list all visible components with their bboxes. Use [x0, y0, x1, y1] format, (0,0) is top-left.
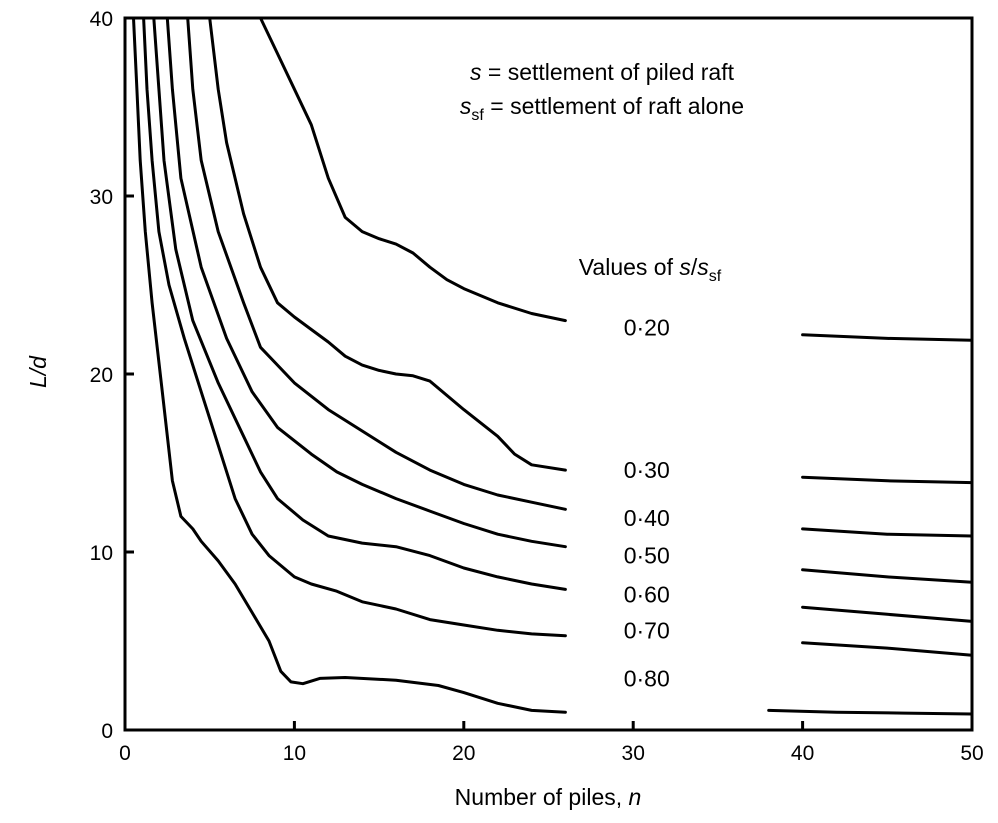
- y-tick-label: 0: [101, 720, 113, 743]
- series-line: [165, 16, 567, 549]
- series-label: 0·80: [624, 665, 670, 691]
- curves: 0·20 0·30 0·40 0·50 0·60 0·70 0·80: [132, 16, 974, 716]
- y-tick-label: 40: [90, 8, 113, 31]
- series-line: [186, 16, 567, 511]
- y-tick-label: 20: [90, 364, 113, 387]
- y-tick-label: 10: [90, 542, 113, 565]
- curve-0-40: 0·40: [186, 16, 974, 538]
- curve-0-60: 0·60: [152, 16, 974, 623]
- note-line-1: s = settlement of piled raft: [470, 59, 735, 85]
- legend-title: Values of s/ssf: [579, 254, 722, 285]
- curve-0-20: 0·20: [259, 16, 974, 342]
- series-line: [132, 16, 567, 714]
- y-axis-label: L/d: [25, 355, 51, 388]
- x-tick-label: 30: [622, 742, 645, 765]
- plot-frame: [123, 16, 974, 732]
- series-line: [801, 605, 974, 623]
- series-line: [767, 708, 974, 716]
- note-line-2: ssf = settlement of raft alone: [460, 93, 744, 124]
- axis-ticks: 0 10 20 30 40 50 0 10 20 30 40: [90, 8, 984, 765]
- series-line: [208, 16, 567, 472]
- series-line: [801, 475, 974, 485]
- series-label: 0·70: [624, 617, 670, 643]
- series-line: [152, 16, 567, 591]
- x-axis-label: Number of piles, n: [455, 784, 642, 810]
- y-tick-label: 30: [90, 186, 113, 209]
- curve-0-30: 0·30: [208, 16, 974, 485]
- series-line: [142, 16, 567, 638]
- series-label: 0·50: [624, 543, 670, 569]
- x-tick-label: 0: [119, 742, 131, 765]
- series-label: 0·40: [624, 505, 670, 531]
- x-tick-label: 10: [283, 742, 306, 765]
- x-tick-label: 20: [452, 742, 475, 765]
- series-line: [801, 568, 974, 584]
- curve-0-50: 0·50: [165, 16, 974, 584]
- x-tick-label: 40: [791, 742, 814, 765]
- series-line: [801, 641, 974, 657]
- curve-0-70: 0·70: [142, 16, 974, 657]
- series-label: 0·20: [624, 315, 670, 341]
- series-line: [801, 333, 974, 342]
- series-line: [801, 527, 974, 538]
- curve-0-80: 0·80: [132, 16, 974, 716]
- x-tick-label: 50: [960, 742, 983, 765]
- series-label: 0·30: [624, 457, 670, 483]
- series-label: 0·60: [624, 582, 670, 608]
- x-axis-label-var: n: [629, 784, 642, 810]
- series-line: [259, 16, 567, 323]
